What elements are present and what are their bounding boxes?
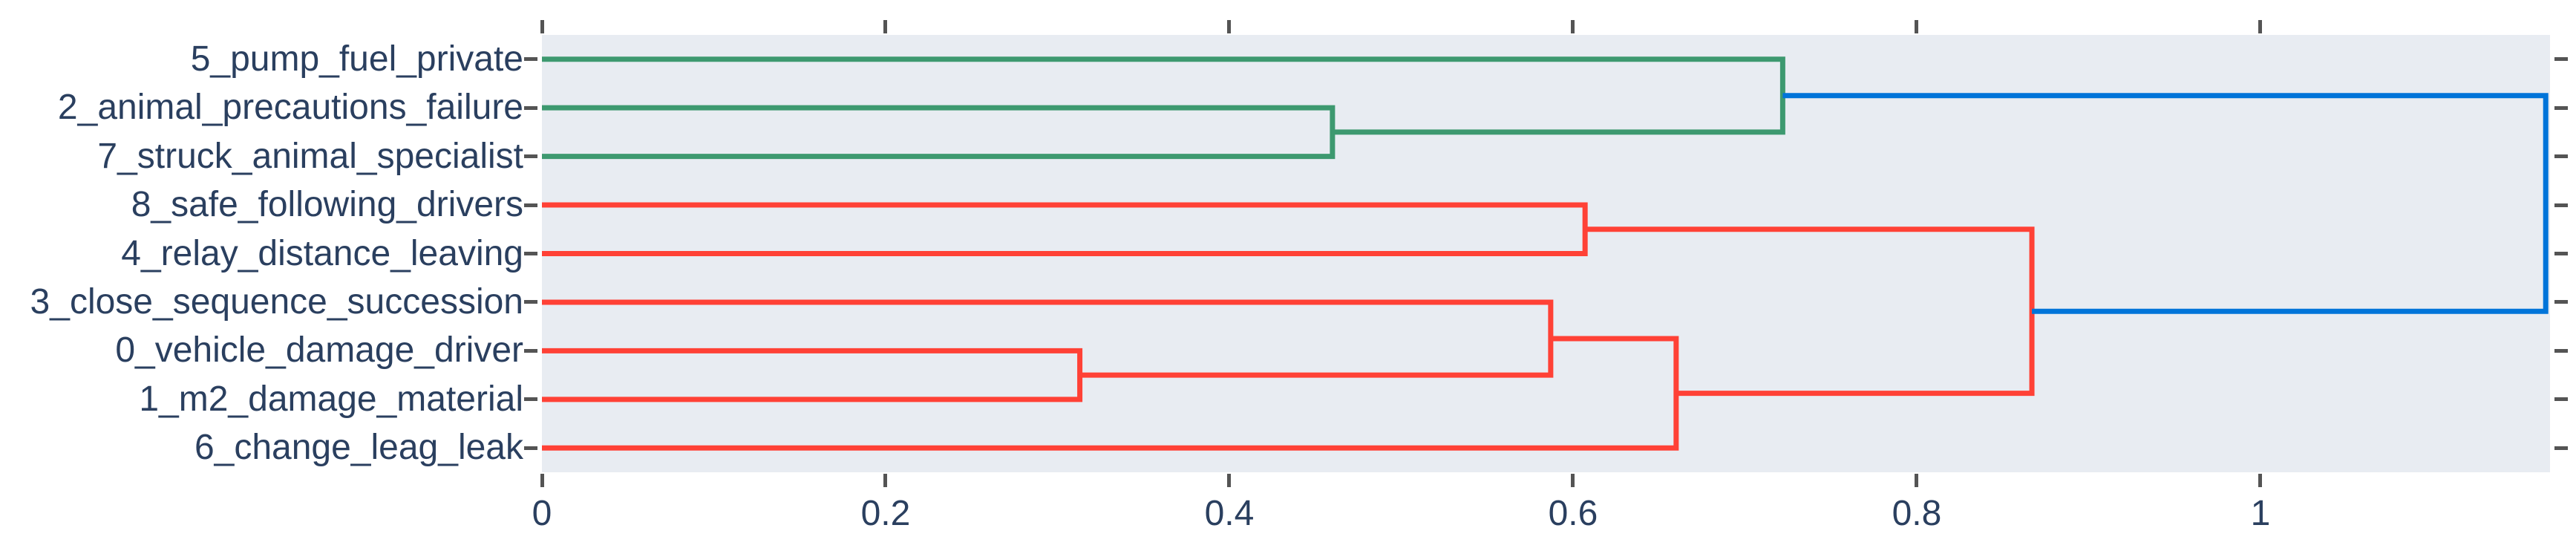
- topic-label: 7_struck_animal_specialist: [97, 136, 523, 176]
- y-tick-right: [2554, 397, 2568, 402]
- topic-label: 3_close_sequence_succession: [30, 281, 523, 322]
- x-tick-bottom: [2258, 474, 2263, 487]
- y-tick-left: [524, 105, 537, 110]
- topic-label: 4_relay_distance_leaving: [121, 233, 523, 273]
- x-tick-bottom: [883, 474, 888, 487]
- x-tick-label: 0: [532, 494, 552, 533]
- dendrogram-link-green: [542, 105, 1336, 160]
- y-tick-left: [524, 203, 537, 207]
- y-tick-left: [524, 57, 537, 62]
- topic-label: 8_safe_following_drivers: [131, 185, 523, 225]
- y-tick-right: [2554, 203, 2568, 207]
- x-tick-top: [1227, 20, 1232, 33]
- dendrogram-link-blue: [1782, 93, 2549, 314]
- plot-area[interactable]: [542, 35, 2550, 472]
- x-tick-top: [883, 20, 888, 33]
- topic-label: 0_vehicle_damage_driver: [115, 330, 523, 371]
- y-tick-left: [524, 446, 537, 450]
- y-tick-left: [524, 154, 537, 159]
- y-tick-right: [2554, 348, 2568, 353]
- y-tick-right: [2554, 252, 2568, 255]
- dendrogram-link-green: [542, 56, 1785, 135]
- topic-label: 6_change_leag_leak: [194, 428, 523, 468]
- x-tick-label: 0.2: [860, 494, 911, 533]
- x-tick-label: 0.8: [1892, 494, 1942, 533]
- y-tick-right: [2554, 105, 2568, 110]
- topic-label: 2_animal_precautions_failure: [57, 88, 523, 128]
- x-tick-top: [2258, 20, 2263, 33]
- x-tick-top: [1571, 20, 1575, 33]
- x-tick-label: 1: [2250, 494, 2271, 533]
- dendrogram-link-red: [542, 348, 1083, 402]
- dendrogram-link-red: [542, 299, 1554, 378]
- y-tick-right: [2554, 446, 2568, 450]
- topic-label: 1_m2_damage_material: [139, 379, 523, 419]
- dendrogram-svg: [542, 56, 2549, 451]
- dendrogram-link-red: [542, 336, 1679, 451]
- topic-label: 5_pump_fuel_private: [190, 39, 523, 79]
- y-tick-right: [2554, 57, 2568, 62]
- y-tick-left: [524, 300, 537, 304]
- y-tick-right: [2554, 154, 2568, 159]
- x-tick-bottom: [1915, 474, 1919, 487]
- x-tick-bottom: [1227, 474, 1232, 487]
- y-tick-left: [524, 348, 537, 353]
- x-tick-top: [1915, 20, 1919, 33]
- x-tick-top: [540, 20, 544, 33]
- dendrogram-link-red: [1585, 226, 2035, 397]
- y-tick-left: [524, 252, 537, 255]
- x-tick-bottom: [1571, 474, 1575, 487]
- dendrogram-link-red: [542, 202, 1588, 256]
- y-tick-right: [2554, 300, 2568, 304]
- y-tick-left: [524, 397, 537, 402]
- x-tick-label: 0.6: [1548, 494, 1598, 533]
- x-tick-bottom: [540, 474, 544, 487]
- x-tick-label: 0.4: [1204, 494, 1255, 533]
